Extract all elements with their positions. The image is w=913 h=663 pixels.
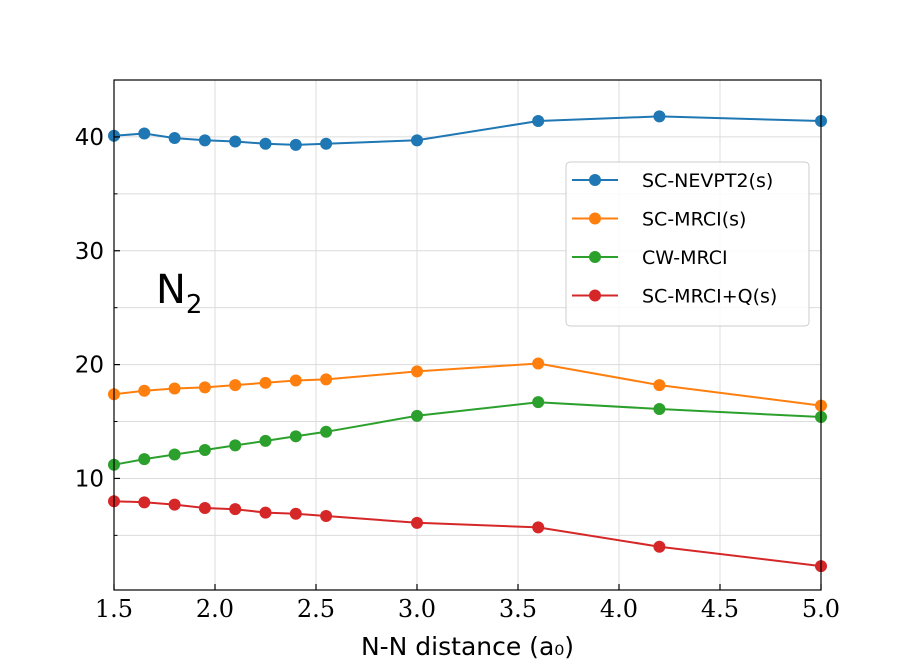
data-point bbox=[320, 137, 333, 150]
data-point bbox=[320, 510, 333, 523]
data-point bbox=[411, 365, 423, 378]
data-point bbox=[653, 379, 666, 392]
data-point bbox=[653, 110, 666, 123]
x-tick-label: 2.5 bbox=[297, 595, 335, 623]
legend-box bbox=[565, 161, 810, 327]
data-point bbox=[289, 374, 302, 387]
series-cw-mrci bbox=[108, 396, 827, 471]
data-point bbox=[229, 135, 242, 148]
data-point bbox=[198, 443, 211, 456]
y-tick-label: 40 bbox=[75, 125, 104, 151]
data-point bbox=[532, 521, 545, 534]
legend-swatch-marker bbox=[589, 174, 601, 186]
grid bbox=[113, 80, 822, 590]
series-line bbox=[113, 115, 822, 146]
data-point bbox=[168, 382, 181, 395]
data-point bbox=[198, 381, 211, 394]
data-point bbox=[532, 396, 545, 409]
data-point bbox=[289, 430, 302, 443]
y-tick-label: 30 bbox=[75, 239, 104, 265]
data-point bbox=[411, 516, 423, 529]
axis-ticks: 1.5 2.0 2.5 3.0 3.5 4.0 4.5 5.0 10 20 30 40 bbox=[75, 125, 840, 623]
data-point bbox=[229, 503, 242, 516]
series-line bbox=[113, 500, 822, 568]
data-point bbox=[411, 134, 423, 147]
x-tick-label: 3.5 bbox=[499, 595, 537, 623]
x-tick-label: 4.0 bbox=[600, 595, 638, 623]
molecule-annotation: N2 bbox=[156, 267, 202, 320]
series-line bbox=[113, 362, 822, 407]
legend-label: SC-MRCI(s) bbox=[642, 209, 746, 231]
data-point bbox=[168, 498, 181, 511]
data-point bbox=[532, 357, 545, 370]
data-point bbox=[320, 373, 333, 386]
series-group bbox=[108, 110, 827, 573]
data-point bbox=[532, 114, 545, 127]
data-point bbox=[198, 502, 211, 515]
data-point bbox=[411, 409, 423, 422]
data-point bbox=[259, 506, 272, 519]
data-point bbox=[320, 425, 333, 438]
data-point bbox=[138, 453, 151, 466]
data-point bbox=[229, 379, 242, 392]
series-line bbox=[113, 401, 822, 466]
legend-label: SC-MRCI+Q(s) bbox=[642, 286, 777, 308]
legend-swatch-marker bbox=[589, 251, 601, 263]
legend-swatch-marker bbox=[589, 212, 601, 225]
data-point bbox=[168, 448, 181, 461]
series-sc-mrci-q-s bbox=[108, 495, 827, 573]
legend-swatch-marker bbox=[589, 289, 601, 302]
series-sc-nevpt2-s bbox=[108, 110, 827, 151]
x-tick-label: 1.5 bbox=[95, 595, 133, 623]
legend-label: CW-MRCI bbox=[642, 247, 728, 269]
legend: SC-NEVPT2(s) SC-MRCI(s) CW-MRCI SC-MRCI+Q(s… bbox=[565, 161, 810, 327]
series-sc-mrci-s bbox=[108, 357, 827, 412]
data-point bbox=[289, 507, 302, 520]
x-tick-label: 3.0 bbox=[398, 595, 436, 623]
data-point bbox=[259, 137, 272, 150]
data-point bbox=[168, 132, 181, 145]
data-point bbox=[138, 384, 151, 397]
legend-label: SC-NEVPT2(s) bbox=[642, 170, 773, 192]
molecule-annotation-main: N bbox=[156, 267, 186, 313]
data-point bbox=[259, 376, 272, 389]
data-point bbox=[138, 496, 151, 509]
data-point bbox=[198, 134, 211, 147]
plot-frame bbox=[113, 79, 822, 591]
x-tick-label: 5.0 bbox=[802, 595, 840, 623]
data-point bbox=[289, 138, 302, 151]
data-point bbox=[653, 402, 666, 415]
molecule-annotation-subscript: 2 bbox=[186, 290, 203, 320]
y-tick-label: 20 bbox=[75, 353, 104, 379]
x-tick-label: 4.5 bbox=[701, 595, 739, 623]
y-tick-label: 10 bbox=[75, 466, 104, 492]
data-point bbox=[138, 127, 151, 140]
data-point bbox=[229, 439, 242, 452]
data-point bbox=[259, 434, 272, 447]
data-point bbox=[653, 540, 666, 553]
x-axis-label: N-N distance (a₀) bbox=[361, 632, 574, 661]
x-tick-label: 2.0 bbox=[196, 595, 234, 623]
